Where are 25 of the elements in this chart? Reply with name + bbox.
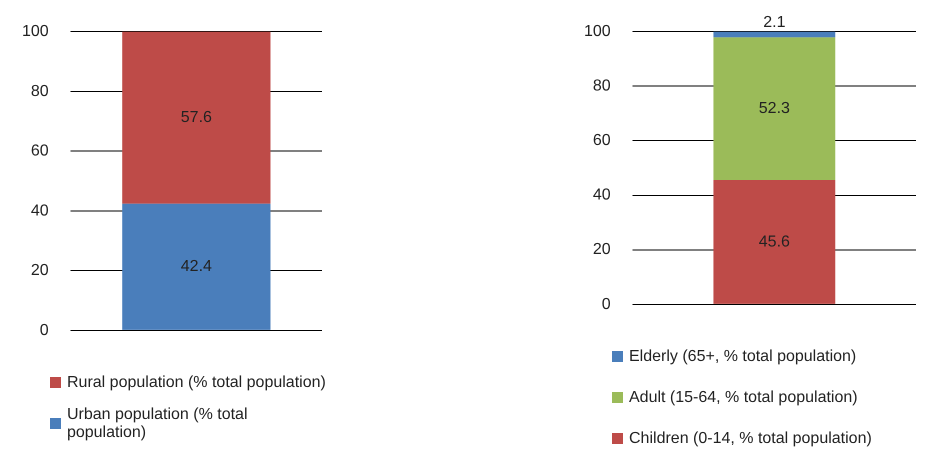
y-tick-label: 60: [592, 132, 611, 150]
bar: [713, 37, 836, 180]
y-tick-label: 40: [30, 202, 49, 220]
legend-label: Rural population (% total population): [67, 374, 326, 392]
y-tick-label: 0: [602, 296, 611, 313]
legend-label: Urban population (% total population): [66, 406, 249, 442]
y-tick-label: 0: [40, 322, 49, 339]
data-label: 52.3: [758, 100, 790, 118]
y-tick-label: 20: [30, 262, 49, 280]
data-label: 2.1: [763, 14, 786, 32]
y-tick-label: 100: [584, 23, 611, 40]
bar: [713, 32, 836, 38]
y-tick-label: 100: [22, 23, 49, 40]
data-label: 57.6: [180, 109, 212, 126]
data-label: 45.6: [758, 233, 790, 250]
y-tick-label: 80: [592, 78, 611, 95]
y-tick-label: 80: [30, 82, 49, 100]
y-tick-label: 20: [592, 241, 611, 258]
y-tick-label: 40: [592, 186, 611, 204]
legend-label: Children (0-14, % total population): [629, 430, 872, 448]
bar: [713, 180, 836, 304]
legend-label: Elderly (65+, % total population): [629, 348, 856, 366]
data-label: 42.4: [180, 258, 212, 276]
y-tick-label: 60: [30, 142, 49, 160]
legend-label: Adult (15-64, % total population): [629, 388, 858, 406]
